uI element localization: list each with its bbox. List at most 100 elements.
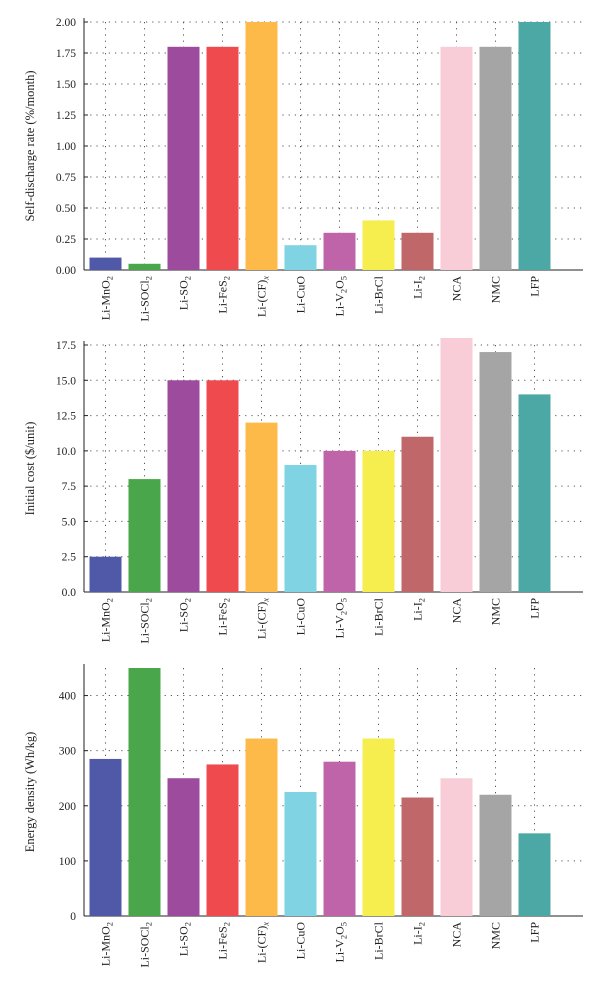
y-tick-label: 100 <box>59 856 77 868</box>
x-tick-label: Li-MnO2 <box>99 276 115 320</box>
y-tick-label: 0.0 <box>62 587 77 599</box>
x-tick-label: Li-I2 <box>411 276 427 299</box>
y-tick-label: 400 <box>59 691 77 703</box>
bar-li-mno2 <box>89 257 122 270</box>
x-tick-label: Li-V2O5 <box>333 598 349 639</box>
bar-li-brcl <box>362 450 395 592</box>
x-tick-label: Li-I2 <box>411 922 427 945</box>
bar-nmc <box>479 46 512 270</box>
y-tick-label: 0.50 <box>56 203 76 215</box>
x-tick-label: Li-I2 <box>411 598 427 621</box>
bar-li-i2 <box>401 797 434 916</box>
bar-li-socl2 <box>128 668 161 916</box>
y-tick-label: 0 <box>70 911 76 923</box>
x-tick-label: Li-SO2 <box>177 598 193 632</box>
bar-nmc <box>479 352 512 592</box>
bar-li-v2 <box>323 761 356 916</box>
x-tick-label: Li-CuO <box>294 598 308 636</box>
x-tick-label: Li-MnO2 <box>99 598 115 642</box>
x-tick-label: NMC <box>489 276 503 303</box>
bar-li-fes2 <box>206 46 239 270</box>
y-tick-label: 5.0 <box>62 516 77 528</box>
y-tick-label: 200 <box>59 801 77 813</box>
y-tick-label: 2.5 <box>62 552 77 564</box>
chart-panel-2: 0.0 2.5 5.0 7.5 10.0 12.5 15.0 17.5 Li-MnO2 Li-SO… <box>23 337 583 644</box>
y-axis-title: Self-discharge rate (%/month) <box>23 70 37 221</box>
x-tick-label: NCA <box>450 598 464 624</box>
x-tick-label: Li-SOCl2 <box>138 598 154 644</box>
x-tick-label: LFP <box>528 598 542 619</box>
bar-li-v2 <box>323 232 356 270</box>
y-tick-label: 10.0 <box>56 446 76 458</box>
x-tick-label: NCA <box>450 276 464 302</box>
bar-li-cuo <box>284 792 317 916</box>
x-tick-label: Li-SOCl2 <box>138 922 154 968</box>
x-tick-label: LFP <box>528 276 542 297</box>
x-tick-label: Li-CuO <box>294 276 308 314</box>
x-tick-label: Li-SOCl2 <box>138 276 154 322</box>
bar-li-fes2 <box>206 380 239 592</box>
bar-li-so2 <box>167 778 200 916</box>
bar-lfp <box>518 22 551 270</box>
x-tick-label: Li-FeS2 <box>216 922 232 960</box>
y-tick-label: 7.5 <box>62 481 77 493</box>
bar-li-cf-x <box>245 738 278 916</box>
bar-li-i2 <box>401 436 434 592</box>
bar-li-brcl <box>362 220 395 270</box>
bar-li-i2 <box>401 232 434 270</box>
x-tick-label: Li-BrCl <box>372 921 386 960</box>
bar-li-cuo <box>284 464 317 592</box>
x-tick-label: Li-V2O5 <box>333 276 349 317</box>
bar-li-cf-x <box>245 422 278 592</box>
bar-li-brcl <box>362 738 395 916</box>
y-tick-label: 0.25 <box>56 234 76 246</box>
x-tick-label: Li-FeS2 <box>216 276 232 314</box>
y-tick-label: 2.00 <box>56 17 76 29</box>
y-tick-label: 1.00 <box>56 141 76 153</box>
chart-panel-3: 0 100 200 300 400 Li-MnO2 Li-SOCl2 Li-SO2 Li-FeS… <box>23 664 583 968</box>
bar-li-mno2 <box>89 556 122 592</box>
bar-nca <box>440 778 473 916</box>
x-tick-label: Li-(CF)x <box>255 276 271 317</box>
bar-nmc <box>479 794 512 916</box>
x-tick-label: NMC <box>489 922 503 949</box>
y-axis-title: Initial cost ($/unit) <box>23 422 37 516</box>
bar-nca <box>440 46 473 270</box>
y-axis-title: Energy density (Wh/kg) <box>23 732 37 853</box>
y-tick-label: 1.25 <box>56 110 76 122</box>
x-tick-label: Li-V2O5 <box>333 922 349 963</box>
y-tick-label: 0.00 <box>56 265 76 277</box>
bar-li-cuo <box>284 245 317 270</box>
y-tick-label: 1.50 <box>56 79 76 91</box>
x-tick-label: Li-SO2 <box>177 922 193 956</box>
bar-lfp <box>518 833 551 916</box>
bar-li-mno2 <box>89 758 122 916</box>
bar-li-so2 <box>167 380 200 592</box>
bar-li-socl2 <box>128 263 161 270</box>
bar-nca <box>440 337 473 592</box>
y-tick-label: 0.75 <box>56 172 76 184</box>
y-tick-label: 15.0 <box>56 375 76 387</box>
x-tick-label: Li-MnO2 <box>99 922 115 966</box>
x-tick-label: NMC <box>489 598 503 625</box>
x-tick-label: Li-CuO <box>294 922 308 960</box>
x-tick-label: Li-BrCl <box>372 597 386 636</box>
y-tick-label: 17.5 <box>56 340 76 352</box>
y-tick-label: 12.5 <box>56 411 76 423</box>
x-tick-label: Li-FeS2 <box>216 598 232 636</box>
x-tick-label: LFP <box>528 922 542 943</box>
bar-li-v2 <box>323 450 356 592</box>
x-tick-label: Li-SO2 <box>177 276 193 310</box>
y-tick-label: 300 <box>59 746 77 758</box>
bar-li-socl2 <box>128 479 161 592</box>
x-tick-label: Li-(CF)x <box>255 598 271 639</box>
x-tick-label: NCA <box>450 922 464 948</box>
bar-li-cf-x <box>245 22 278 270</box>
x-tick-label: Li-(CF)x <box>255 922 271 963</box>
chart-panel-1: 0.00 0.25 0.50 0.75 1.00 1.25 1.50 1.75 2.00 Li-M… <box>23 17 583 322</box>
bar-lfp <box>518 394 551 592</box>
y-tick-label: 1.75 <box>56 48 76 60</box>
bar-li-fes2 <box>206 764 239 916</box>
